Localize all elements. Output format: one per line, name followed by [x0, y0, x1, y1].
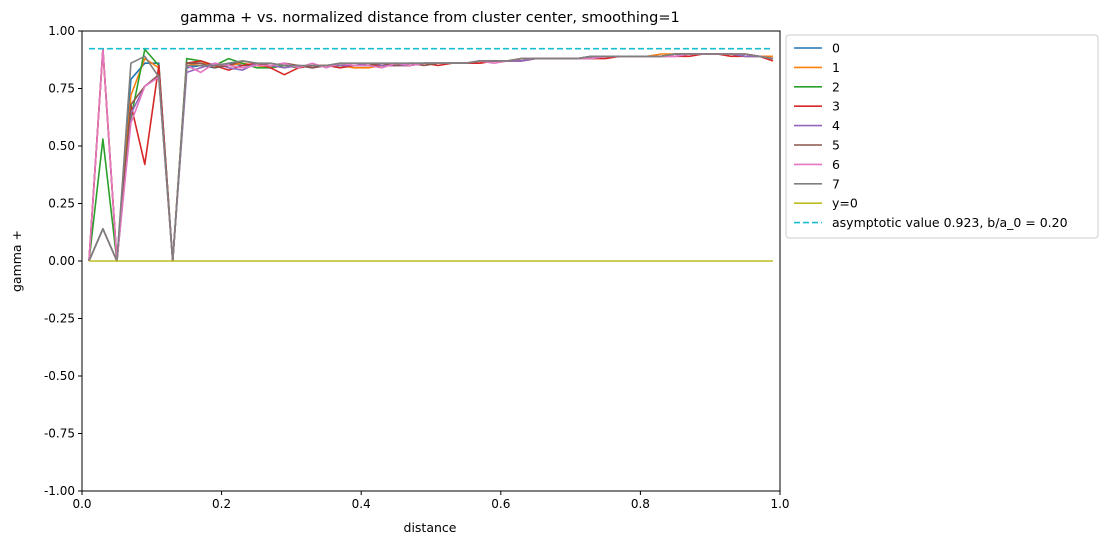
- x-tick-label: 0.6: [491, 497, 510, 511]
- y-tick-label: 0.75: [48, 82, 75, 96]
- x-tick-label: 0.4: [352, 497, 371, 511]
- legend-label: 0: [832, 41, 840, 56]
- legend-label: 1: [832, 60, 840, 75]
- y-tick-label: 0.00: [48, 254, 75, 268]
- plot-area: [88, 47, 774, 262]
- series-line-7: [88, 53, 774, 262]
- series-line-2: [88, 48, 774, 262]
- series-line-0: [88, 48, 774, 262]
- x-tick-label: 0.2: [212, 497, 231, 511]
- x-tick-label: 1.0: [770, 497, 789, 511]
- series-line-3: [88, 48, 774, 262]
- x-axis-label: distance: [404, 520, 457, 535]
- legend-label: 2: [832, 79, 840, 94]
- y-tick-label: -0.25: [44, 312, 75, 326]
- series-line-4: [88, 53, 774, 262]
- legend-label: 3: [832, 99, 840, 114]
- y-tick-label: -0.75: [44, 427, 75, 441]
- legend-label: asymptotic value 0.923, b/a_0 = 0.20: [832, 215, 1068, 230]
- series-line-6: [88, 48, 774, 262]
- legend-label: 7: [832, 176, 840, 191]
- y-tick-label: -1.00: [44, 484, 75, 498]
- y-tick-label: 0.50: [48, 139, 75, 153]
- y-tick-label: -0.50: [44, 369, 75, 383]
- y-axis-label: gamma +: [9, 230, 24, 292]
- x-tick-label: 0.8: [631, 497, 650, 511]
- axes: 0.0 0.2 0.4 0.6 0.8 1.0 -1.00 -0.75 -0.50 -0.25 0.…: [44, 24, 790, 511]
- y-tick-label: 0.25: [48, 197, 75, 211]
- y-tick-label: 1.00: [48, 24, 75, 38]
- legend-label: 6: [832, 157, 840, 172]
- series-line-5: [88, 53, 774, 262]
- legend: 0 1 2 3 4 5 6 7 y=0 asymptotic value 0.923, b/a_0…: [785, 34, 1099, 239]
- series-line-1: [88, 48, 773, 262]
- legend-label: 5: [832, 138, 840, 153]
- legend-label: y=0: [832, 196, 858, 211]
- chart-title: gamma + vs. normalized distance from clu…: [180, 10, 679, 26]
- legend-label: 4: [832, 118, 840, 133]
- x-tick-label: 0.0: [72, 497, 91, 511]
- legend-box: [785, 34, 1099, 239]
